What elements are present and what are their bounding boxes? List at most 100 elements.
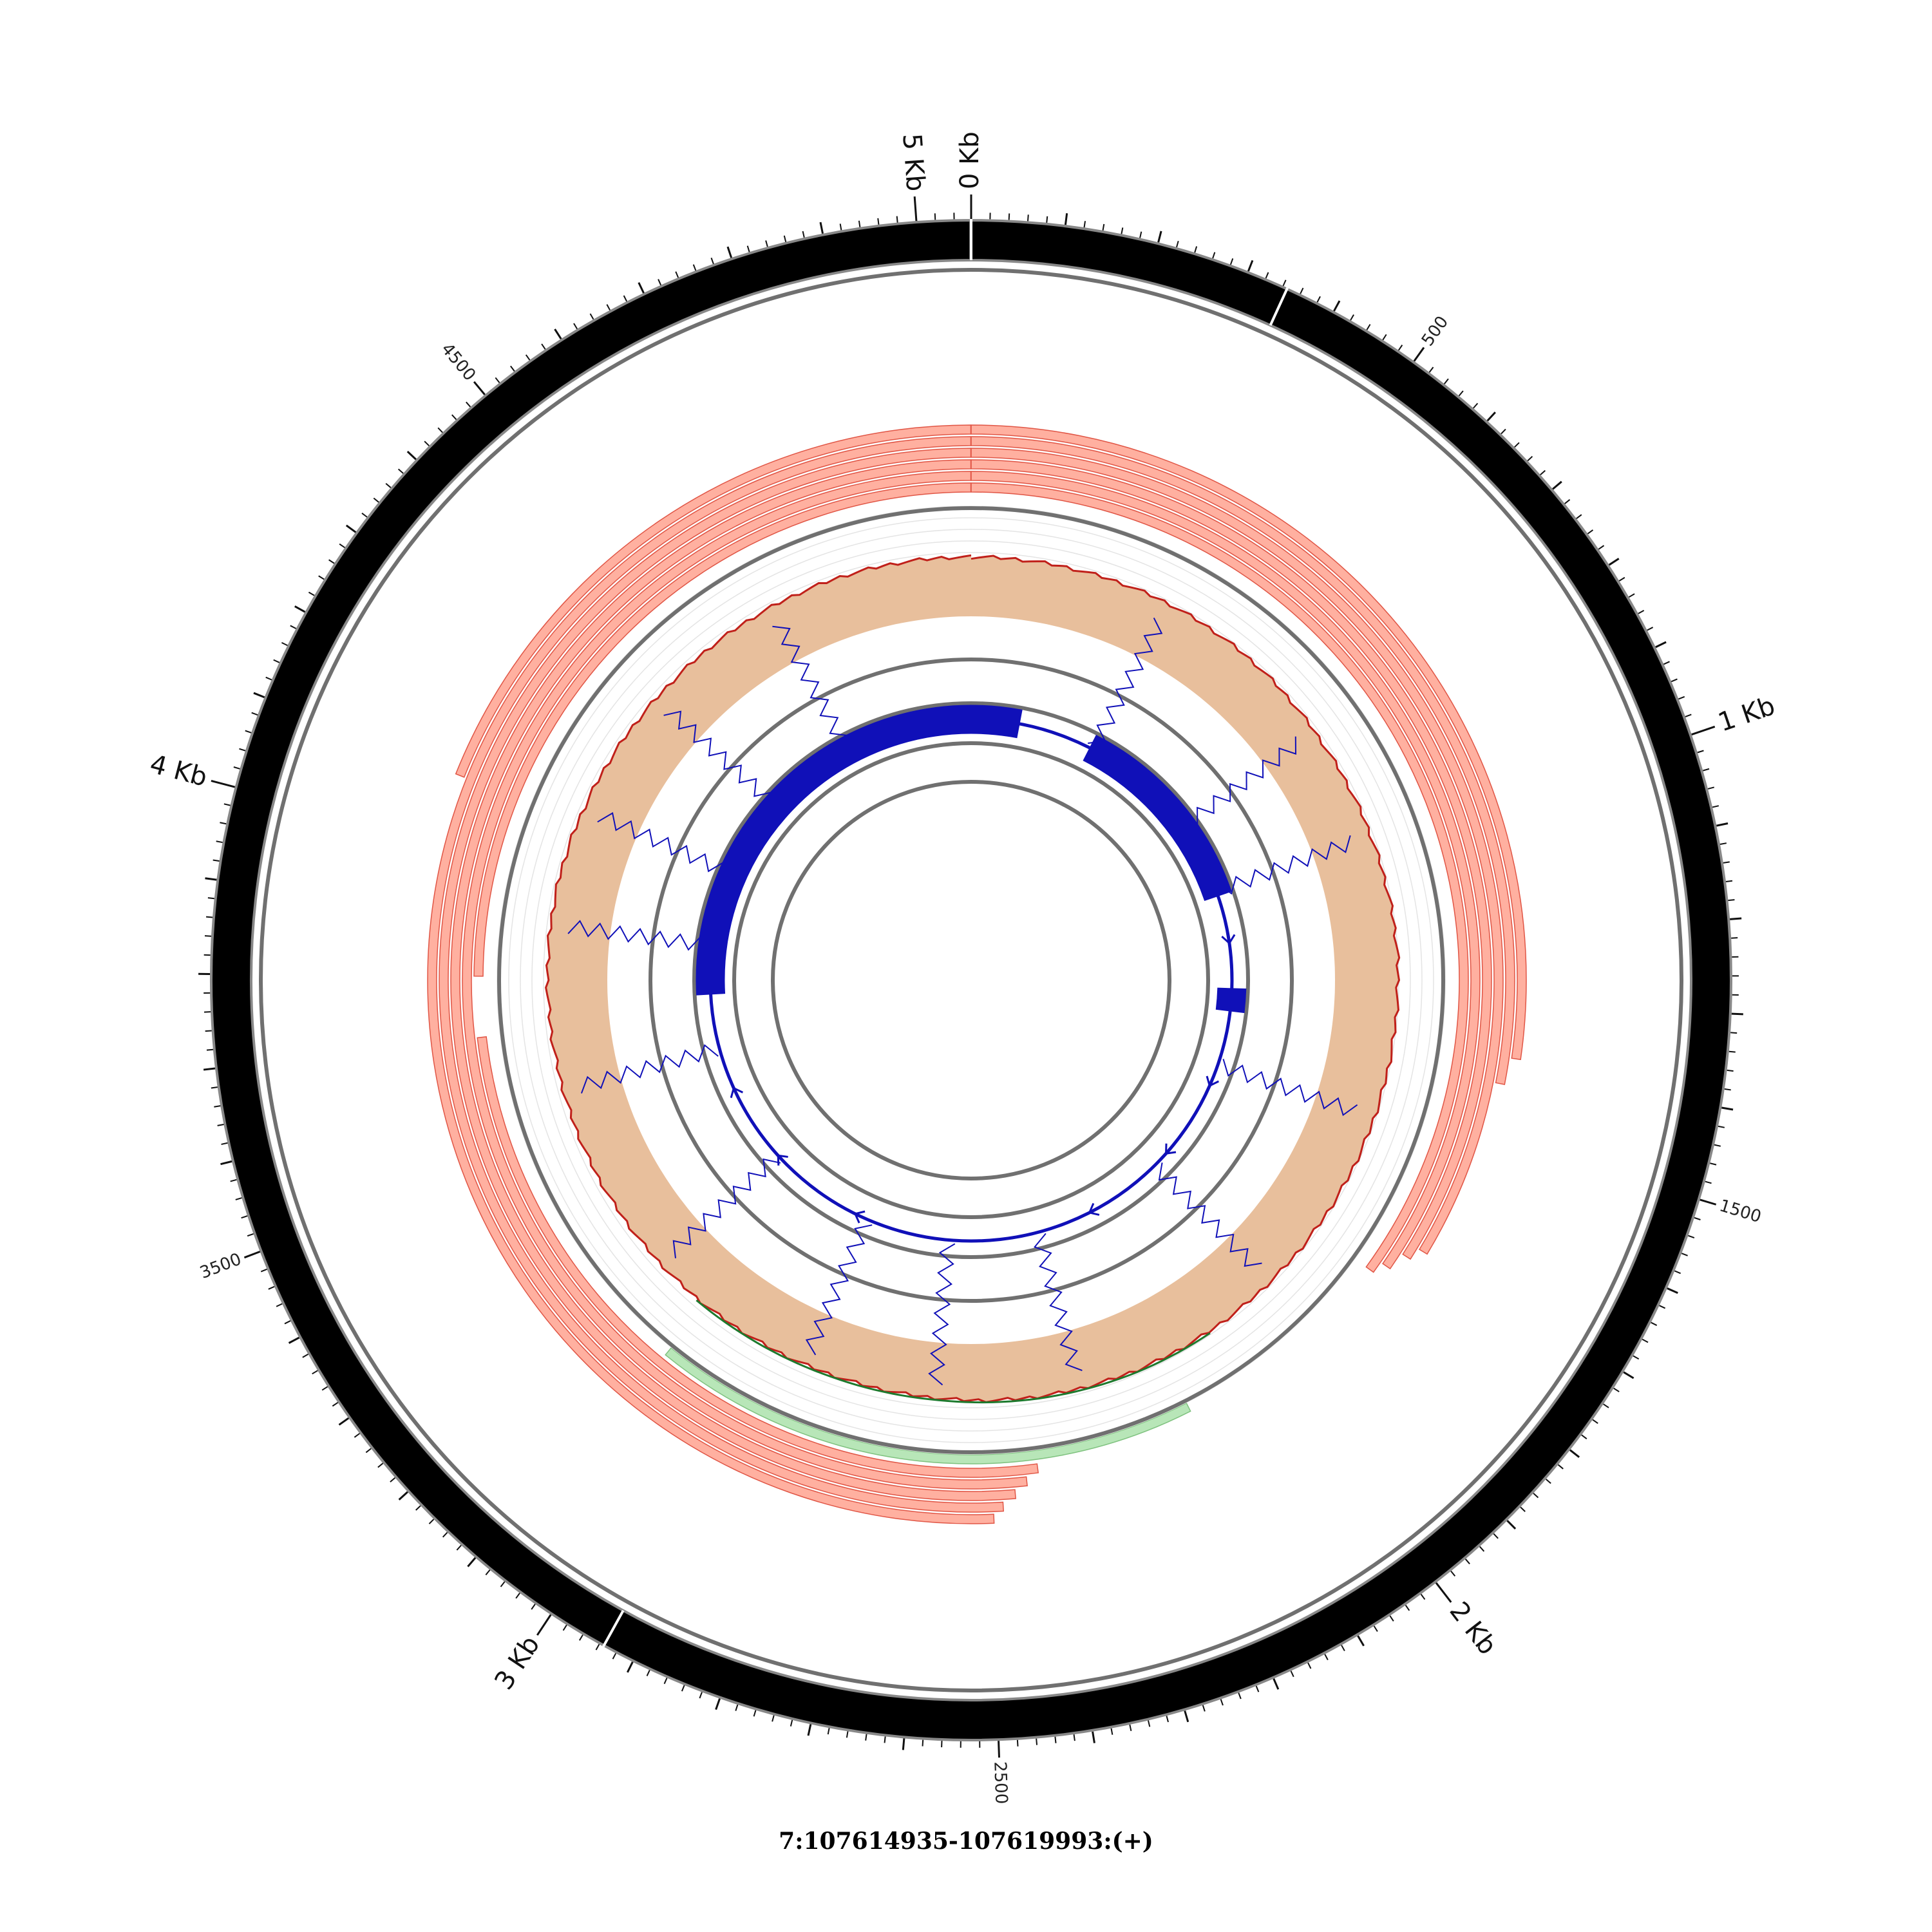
tick-mark <box>663 1678 668 1685</box>
tick-mark <box>205 916 213 918</box>
tick-mark <box>1092 1731 1095 1743</box>
junction-zigzag <box>567 920 709 953</box>
tick-mark <box>772 1715 775 1722</box>
gene-exon <box>971 705 1023 739</box>
tick-mark <box>595 1643 600 1651</box>
tick-mark <box>385 482 392 488</box>
tick-mark <box>1688 1235 1695 1238</box>
minor-tick-label: 3500 <box>197 1249 244 1283</box>
region-title: 7:107614935-107619993:(+) <box>779 1828 1153 1855</box>
read-segment <box>971 482 1469 1273</box>
junctions-track <box>567 617 1358 1386</box>
tick-mark <box>578 1634 583 1641</box>
tick-mark <box>1473 402 1479 409</box>
tick-mark <box>1638 610 1645 614</box>
tick-mark <box>1655 641 1667 649</box>
tick-mark <box>203 1067 216 1071</box>
junction-zigzag <box>1217 835 1351 895</box>
tick-mark <box>783 235 787 242</box>
read-segment <box>971 436 1515 1085</box>
tick-mark <box>1598 545 1605 550</box>
tick-mark <box>675 271 679 278</box>
tick-mark <box>1147 1720 1151 1727</box>
junction-zigzag <box>580 1044 719 1094</box>
tick-mark <box>265 676 272 681</box>
tick-mark <box>1110 1728 1113 1735</box>
tick-mark <box>1642 1338 1649 1343</box>
tick-mark <box>589 313 594 320</box>
tick-mark <box>500 1581 506 1587</box>
tick-mark <box>1464 1558 1470 1565</box>
gene-exon <box>1215 987 1247 1014</box>
tick-mark <box>1443 378 1449 384</box>
read-segment <box>971 448 1504 1255</box>
tick-mark <box>1341 1645 1345 1651</box>
tick-mark <box>1700 1198 1717 1206</box>
tick-mark <box>260 1268 267 1273</box>
tick-mark <box>913 196 918 222</box>
strand-arrow <box>1164 1143 1177 1155</box>
tick-mark <box>216 840 223 844</box>
tick-mark <box>321 1386 328 1391</box>
track-rings <box>497 506 1446 1455</box>
tick-mark <box>276 1303 283 1307</box>
tick-mark <box>1707 786 1714 790</box>
tick-mark <box>1623 1371 1634 1379</box>
tick-mark <box>1540 469 1546 475</box>
tick-mark <box>515 1593 520 1599</box>
tick-mark <box>233 766 240 770</box>
tick-mark <box>1450 1570 1456 1577</box>
tick-mark <box>1703 768 1710 772</box>
tick-mark <box>1694 1217 1701 1220</box>
tick-mark <box>896 216 898 223</box>
track-ring <box>692 701 1250 1259</box>
major-tick-label: 3 Kb <box>489 1631 545 1695</box>
tick-mark <box>1036 1738 1038 1745</box>
tick-mark <box>715 1698 721 1710</box>
tick-mark <box>1671 678 1678 683</box>
grid-ring <box>531 540 1411 1420</box>
tick-mark <box>1307 1662 1312 1669</box>
tick-mark <box>1581 1434 1587 1440</box>
strand-arrow <box>1088 1202 1100 1216</box>
junction-zigzag <box>663 710 772 810</box>
tick-mark <box>308 591 315 596</box>
grid-ring <box>520 529 1423 1432</box>
minor-tick-label: 1500 <box>1717 1196 1763 1227</box>
tick-mark <box>1520 1506 1526 1512</box>
tick-mark <box>765 240 768 247</box>
tick-mark <box>220 822 227 825</box>
tick-mark <box>612 1653 617 1660</box>
tick-mark <box>1229 258 1234 265</box>
tick-mark <box>495 377 500 383</box>
read-segment <box>971 459 1492 1260</box>
junction-zigzag <box>1088 617 1163 744</box>
tick-mark <box>213 859 220 862</box>
tick-mark <box>1705 1180 1712 1184</box>
major-tick-label: 5 Kb <box>896 133 930 193</box>
tick-mark <box>221 1142 228 1145</box>
tick-mark <box>1691 725 1716 736</box>
tick-mark <box>1730 1032 1738 1034</box>
track-ring <box>649 658 1294 1303</box>
tick-mark <box>1533 1493 1539 1499</box>
tick-mark <box>397 468 404 474</box>
tick-mark <box>692 264 697 271</box>
tick-mark <box>1300 287 1304 294</box>
read-segment <box>450 459 1016 1501</box>
tick-mark <box>753 1710 757 1717</box>
strand-arrow <box>730 1086 744 1099</box>
tick-mark <box>1678 696 1685 700</box>
tick-mark <box>365 1448 372 1454</box>
tick-mark <box>451 414 457 421</box>
grid-ring <box>508 517 1434 1443</box>
alt-read-segment <box>665 1347 1191 1464</box>
tick-mark <box>1514 442 1520 448</box>
read-segment <box>462 471 1028 1490</box>
tick-mark <box>1685 714 1692 717</box>
tick-mark <box>290 625 297 629</box>
coverage-low-line <box>696 1299 1211 1404</box>
tick-mark <box>1458 390 1464 397</box>
junction-zigzag <box>1222 1059 1358 1117</box>
